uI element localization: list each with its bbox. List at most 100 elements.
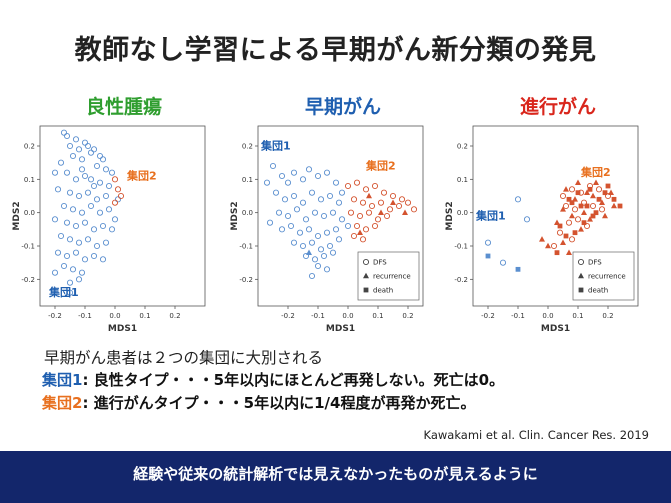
data-point-triangle: [578, 226, 584, 232]
data-point-circle: [332, 179, 340, 186]
data-point-circle: [344, 222, 352, 230]
x-tick-label: -0.1: [311, 312, 325, 320]
data-point-circle: [96, 152, 104, 160]
data-point-circle: [353, 179, 361, 186]
x-tick-label: 0.1: [139, 312, 150, 320]
y-tick-label: -0.2: [454, 276, 468, 284]
data-point-triangle: [572, 196, 578, 202]
data-point-square: [584, 203, 590, 209]
data-point-circle: [404, 199, 412, 206]
data-point-triangle: [590, 192, 596, 199]
x-tick-label: 0.2: [602, 312, 613, 320]
cluster-annotation: 集団2: [580, 165, 611, 179]
data-point-circle: [329, 249, 337, 256]
data-point-circle: [90, 182, 98, 190]
data-point-square: [515, 266, 521, 272]
data-point-triangle: [575, 179, 581, 185]
data-point-square: [605, 183, 611, 189]
y-tick-label: 0.0: [242, 209, 253, 217]
data-point-circle: [323, 266, 331, 273]
data-point-circle: [66, 189, 74, 196]
data-point-square: [572, 230, 578, 236]
data-point-circle: [380, 189, 388, 196]
y-tick-label: 0.1: [24, 176, 35, 184]
legend-marker: [577, 258, 585, 266]
data-point-circle: [362, 186, 370, 193]
data-point-circle: [604, 192, 612, 200]
data-point-circle: [66, 289, 74, 296]
data-point-triangle: [539, 236, 545, 242]
legend-label: DFS: [588, 259, 602, 267]
data-point-circle: [314, 262, 322, 270]
data-point-circle: [75, 192, 83, 200]
data-point-circle: [329, 209, 337, 216]
cluster-annotation: 集団2: [365, 158, 396, 172]
data-point-circle: [389, 192, 397, 200]
data-point-circle: [353, 222, 361, 230]
data-point-triangle: [378, 209, 384, 215]
data-point-circle: [347, 209, 355, 216]
data-point-circle: [350, 196, 358, 203]
x-tick-label: -0.2: [481, 312, 495, 320]
data-point-circle: [386, 206, 394, 213]
data-point-circle: [311, 256, 319, 263]
data-point-circle: [332, 226, 340, 233]
cluster-annotation: 集団1: [48, 285, 79, 299]
data-point-triangle: [566, 249, 572, 255]
data-point-circle: [60, 202, 68, 210]
data-point-circle: [272, 189, 280, 196]
data-point-circle: [108, 169, 116, 176]
data-point-circle: [93, 162, 101, 170]
data-point-circle: [51, 269, 59, 276]
y-tick-label: 0.2: [242, 143, 253, 151]
data-point-triangle: [545, 242, 551, 249]
data-point-triangle: [554, 219, 560, 225]
x-axis-label: MDS1: [108, 324, 137, 334]
data-point-circle: [287, 222, 295, 230]
data-point-triangle: [587, 216, 593, 222]
data-point-circle: [87, 176, 95, 183]
data-point-circle: [281, 196, 289, 203]
data-point-circle: [63, 132, 71, 140]
data-point-circle: [66, 236, 74, 243]
data-point-triangle: [560, 206, 566, 212]
data-point-circle: [302, 216, 310, 223]
x-tick-label: 0.2: [402, 312, 413, 320]
data-point-circle: [308, 239, 316, 246]
data-point-circle: [263, 179, 271, 186]
y-tick-label: -0.1: [454, 243, 468, 251]
data-point-square: [611, 196, 617, 202]
data-point-circle: [359, 199, 367, 206]
data-point-triangle: [602, 212, 608, 219]
data-point-circle: [299, 176, 307, 183]
y-tick-label: 0.1: [457, 176, 468, 184]
data-point-square: [575, 190, 581, 196]
data-point-circle: [317, 196, 325, 203]
data-point-circle: [81, 172, 89, 180]
data-point-circle: [60, 262, 68, 270]
data-point-circle: [565, 219, 573, 226]
y-tick-label: 0.1: [242, 176, 253, 184]
data-point-circle: [326, 242, 334, 250]
y-tick-label: 0.0: [457, 209, 468, 217]
data-point-circle: [87, 202, 95, 210]
data-point-triangle: [366, 192, 372, 199]
scatter-plot-advanced-cancer: -0.2 -0.1 0.0 0.1 0.2 -0.2 -0.1 0.0 0.1 0.2 MDS1 MD…: [445, 125, 639, 334]
data-point-square: [587, 186, 593, 192]
data-point-circle: [359, 236, 367, 243]
data-point-triangle: [608, 189, 614, 195]
slide-title: 教師なし学習による早期がん新分類の発見: [74, 35, 597, 66]
data-point-circle: [571, 206, 579, 213]
data-point-triangle: [569, 212, 575, 219]
data-point-circle: [57, 159, 65, 166]
y-tick-label: -0.2: [239, 276, 253, 284]
data-point-circle: [314, 172, 322, 180]
y-axis-label: MDS2: [445, 201, 455, 230]
data-point-circle: [574, 216, 582, 223]
data-point-triangle: [306, 249, 312, 255]
data-point-circle: [99, 222, 107, 230]
data-point-circle: [278, 226, 286, 233]
data-point-circle: [69, 152, 77, 160]
data-point-triangle: [584, 189, 590, 195]
data-point-circle: [311, 209, 319, 216]
